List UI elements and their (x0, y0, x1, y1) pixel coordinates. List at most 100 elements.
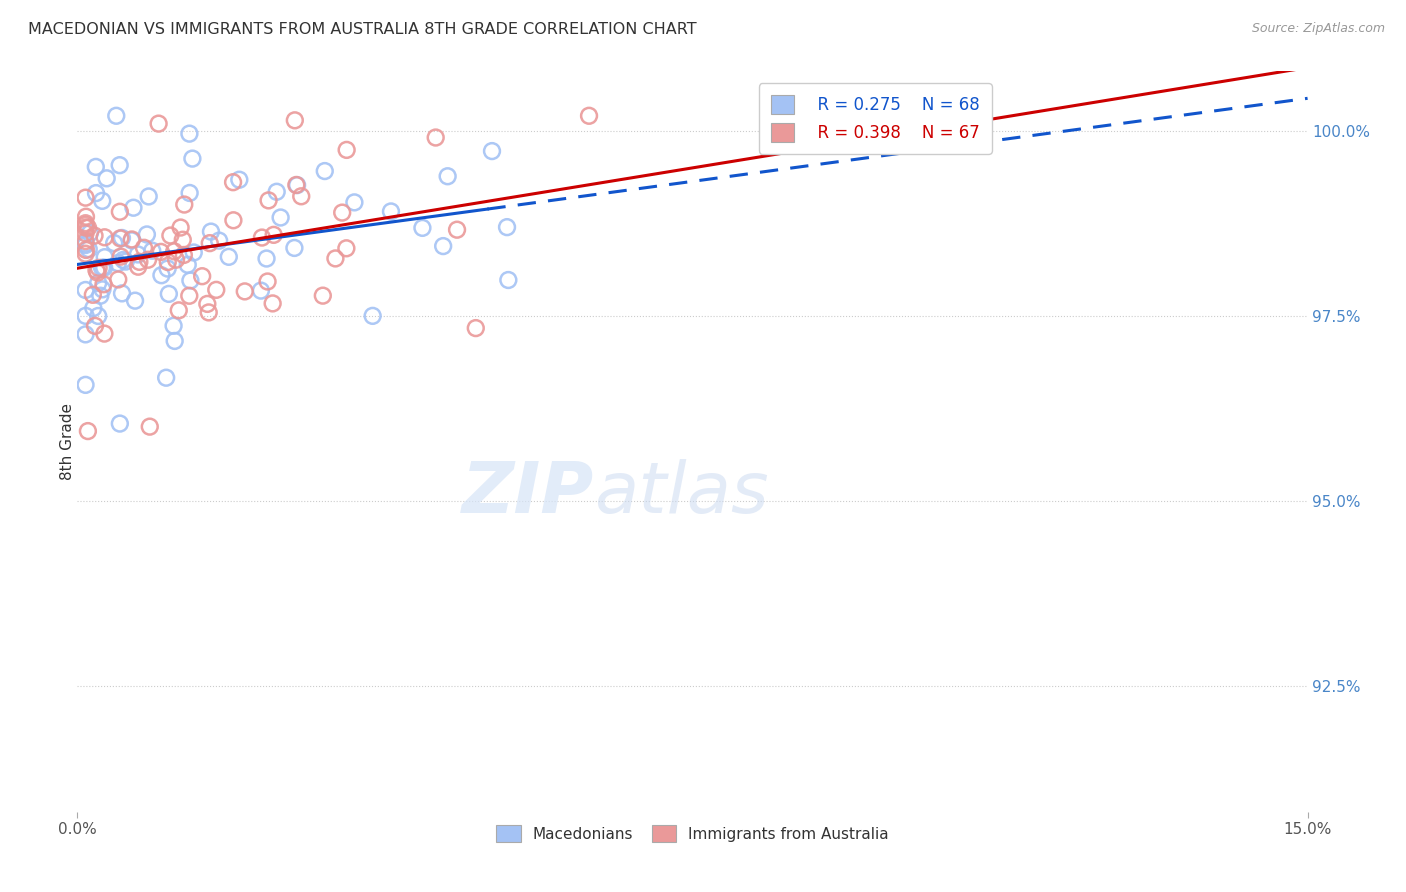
Point (228, 172, 250, 186)
Point (110, 231, 132, 245)
Point (96, 171, 118, 186)
Point (75, 283, 97, 297)
Point (75, 220, 97, 235)
Point (93, 277, 115, 292)
Point (91, 194, 114, 208)
Point (157, 286, 180, 301)
Point (75, 234, 97, 248)
Point (75, 238, 97, 252)
Point (411, 220, 433, 235)
Text: ZIP: ZIP (461, 458, 595, 528)
Point (84, 186, 107, 200)
Point (75, 246, 97, 260)
Point (132, 241, 155, 255)
Point (343, 195, 366, 210)
Point (200, 225, 222, 239)
Point (179, 273, 201, 287)
Point (173, 248, 195, 262)
Point (181, 152, 204, 166)
Point (139, 419, 162, 434)
Point (75, 309, 97, 323)
Legend: Macedonians, Immigrants from Australia: Macedonians, Immigrants from Australia (489, 819, 896, 848)
Point (432, 239, 454, 253)
Point (75, 236, 97, 251)
Point (250, 284, 273, 298)
Point (138, 189, 160, 203)
Point (263, 227, 285, 242)
Point (208, 234, 231, 248)
Point (446, 223, 468, 237)
Point (75, 216, 97, 230)
Point (108, 158, 131, 172)
Point (91, 282, 114, 296)
Point (183, 245, 205, 260)
Point (218, 250, 240, 264)
Point (110, 250, 132, 264)
Point (195, 297, 218, 311)
Point (179, 289, 201, 303)
Text: atlas: atlas (595, 458, 769, 528)
Point (156, 255, 179, 269)
Point (285, 178, 308, 192)
Point (436, 169, 458, 184)
Point (481, 144, 503, 158)
Point (93, 230, 115, 244)
Point (177, 258, 200, 272)
Point (284, 113, 307, 128)
Point (191, 269, 214, 284)
Point (162, 318, 184, 333)
Point (111, 231, 134, 245)
Point (84, 160, 107, 174)
Point (159, 228, 181, 243)
Point (325, 252, 347, 266)
Point (150, 268, 173, 283)
Point (233, 285, 256, 299)
Point (82, 301, 104, 315)
Point (156, 261, 179, 276)
Point (141, 244, 163, 258)
Y-axis label: 8th Grade: 8th Grade (59, 403, 75, 480)
Point (330, 205, 353, 219)
Point (205, 283, 228, 297)
Point (77, 424, 100, 438)
Point (93, 326, 115, 341)
Point (179, 127, 201, 141)
Point (87, 276, 110, 290)
Point (93, 250, 115, 264)
Point (222, 213, 245, 227)
Point (425, 130, 447, 145)
Point (136, 252, 159, 267)
Point (149, 244, 172, 259)
Point (93, 260, 115, 275)
Point (114, 254, 136, 268)
Point (108, 417, 131, 431)
Point (172, 233, 194, 247)
Point (75, 210, 97, 224)
Point (87, 309, 110, 323)
Point (127, 260, 149, 274)
Point (257, 194, 280, 208)
Point (86, 263, 108, 277)
Point (111, 286, 134, 301)
Point (179, 186, 201, 200)
Point (86, 266, 108, 280)
Point (105, 109, 128, 123)
Point (112, 252, 135, 267)
Point (169, 220, 191, 235)
Point (361, 309, 384, 323)
Point (83, 228, 105, 243)
Point (75, 243, 97, 257)
Point (314, 164, 336, 178)
Text: MACEDONIAN VS IMMIGRANTS FROM AUSTRALIA 8TH GRADE CORRELATION CHART: MACEDONIAN VS IMMIGRANTS FROM AUSTRALIA … (28, 22, 697, 37)
Point (148, 117, 170, 131)
Point (107, 272, 129, 286)
Point (121, 233, 143, 247)
Point (75, 227, 97, 241)
Point (103, 236, 125, 251)
Point (75, 191, 97, 205)
Point (77, 242, 100, 256)
Point (167, 303, 190, 318)
Point (163, 244, 186, 259)
Point (75, 327, 97, 342)
Point (464, 321, 486, 335)
